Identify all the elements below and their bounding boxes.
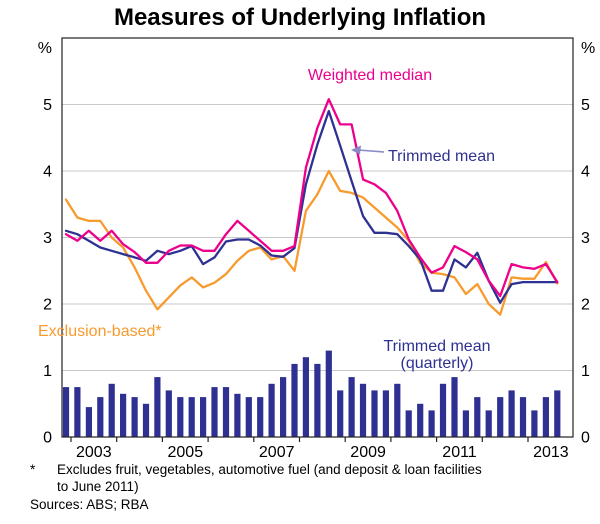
trimmed-mean-arrow-icon: [351, 145, 385, 155]
quarterly-bar: [222, 387, 230, 437]
exclusion-based-label: Exclusion-based*: [38, 323, 162, 340]
trimmed-mean-quarterly-label-line1: Trimmed mean: [384, 338, 491, 355]
quarterly-bar: [165, 390, 172, 437]
quarterly-bar: [405, 410, 412, 437]
quarterly-bar: [142, 403, 150, 438]
y-axis-label-right: 0: [581, 430, 590, 447]
x-axis-year-label: 2003: [76, 444, 112, 461]
footnote-line2: to June 2011): [57, 478, 139, 494]
y-axis-label-left: 5: [43, 97, 52, 114]
sources-line: Sources: ABS; RBA: [30, 497, 149, 512]
quarterly-bar: [348, 377, 355, 437]
quarterly-bar: [314, 363, 321, 438]
y-axis-label-left: 4: [43, 164, 52, 181]
quarterly-bar: [371, 390, 378, 437]
quarterly-bar: [97, 397, 104, 437]
quarterly-bar: [542, 397, 549, 437]
y-axis-label-left: 0: [43, 430, 52, 447]
quarterly-bar: [382, 390, 389, 437]
y-axis-label-left: 3: [43, 230, 52, 247]
y-axis-unit-right: %: [581, 40, 595, 57]
x-axis-year-label: 2005: [168, 444, 204, 461]
quarterly-bar: [497, 397, 504, 437]
quarterly-bar: [291, 363, 298, 438]
y-axis-label-left: 2: [43, 297, 52, 314]
line-series: [64, 169, 559, 316]
quarterly-bar: [245, 397, 252, 437]
quarterly-bar: [531, 410, 538, 437]
quarterly-bar: [337, 390, 344, 437]
line-series: [64, 98, 559, 298]
quarterly-bar: [177, 397, 184, 437]
quarterly-bar: [439, 383, 447, 437]
chart-geometry: 2003 2005 2007 2009 2011 2013 0 0 1 1 2 2 3 3 4 4 5 5%%: [38, 37, 595, 461]
x-axis-year-label: 2011: [442, 444, 477, 461]
quarterly-bar: [154, 377, 161, 437]
quarterly-bar: [417, 403, 424, 438]
quarterly-bar: [451, 377, 458, 437]
quarterly-bar: [188, 397, 195, 437]
quarterly-bar: [200, 397, 207, 437]
y-axis-unit-left: %: [38, 40, 52, 57]
footnote-text: Excludes fruit, vegetables, automotive f…: [57, 462, 482, 495]
quarterly-bar: [325, 350, 332, 438]
quarterly-bar: [519, 397, 527, 437]
quarterly-bar: [280, 377, 287, 437]
quarterly-bar: [508, 390, 515, 437]
x-axis-year-label: 2009: [350, 444, 386, 461]
x-axis-year-label: 2007: [259, 444, 295, 461]
line-series: [64, 109, 559, 304]
quarterly-bar: [120, 393, 127, 437]
quarterly-bar: [359, 383, 367, 437]
y-axis-label-left: 1: [43, 363, 52, 380]
footnote: * Excludes fruit, vegetables, automotive…: [30, 462, 482, 495]
trimmed-mean-label: Trimmed mean: [388, 148, 495, 165]
chart-title: Measures of Underlying Inflation: [113, 4, 487, 31]
y-axis-label-right: 4: [581, 164, 590, 181]
quarterly-bar: [302, 357, 309, 437]
quarterly-bar: [485, 410, 492, 437]
quarterly-bar: [268, 383, 275, 437]
trimmed-mean-quarterly-label-line2: (quarterly): [401, 355, 474, 372]
quarterly-bar: [474, 397, 481, 437]
quarterly-bar: [85, 407, 92, 437]
x-axis-year-label: 2013: [533, 444, 569, 461]
quarterly-bar: [394, 383, 401, 437]
quarterly-bar: [74, 387, 81, 437]
quarterly-bar: [428, 410, 435, 437]
y-axis-label-right: 2: [581, 297, 590, 314]
y-axis-label-right: 5: [581, 97, 590, 114]
quarterly-bar: [257, 397, 264, 437]
quarterly-bar: [462, 410, 469, 437]
y-axis-label-right: 3: [581, 230, 590, 247]
footnote-marker: *: [30, 462, 36, 477]
quarterly-bar: [62, 387, 70, 437]
footnote-line1: Excludes fruit, vegetables, automotive f…: [57, 462, 482, 477]
quarterly-bar: [554, 390, 561, 437]
quarterly-bar: [108, 383, 115, 437]
weighted-median-label: Weighted median: [308, 67, 432, 84]
quarterly-bar: [211, 387, 218, 437]
quarterly-bar: [131, 397, 138, 437]
quarterly-bar: [234, 393, 241, 437]
y-axis-label-right: 1: [581, 363, 590, 380]
